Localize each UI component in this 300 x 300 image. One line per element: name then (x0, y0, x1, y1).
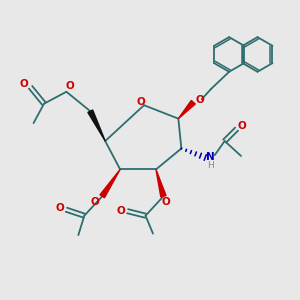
Polygon shape (88, 110, 105, 141)
Text: H: H (207, 161, 214, 170)
Text: N: N (206, 152, 215, 162)
Polygon shape (178, 100, 195, 118)
Text: O: O (238, 121, 246, 131)
Text: O: O (196, 95, 204, 105)
Polygon shape (156, 169, 166, 197)
Text: O: O (117, 206, 125, 216)
Text: O: O (56, 203, 64, 213)
Text: O: O (90, 197, 99, 207)
Text: O: O (20, 79, 28, 89)
Text: O: O (161, 197, 170, 207)
Text: O: O (137, 97, 146, 106)
Polygon shape (100, 169, 120, 198)
Text: O: O (65, 81, 74, 92)
